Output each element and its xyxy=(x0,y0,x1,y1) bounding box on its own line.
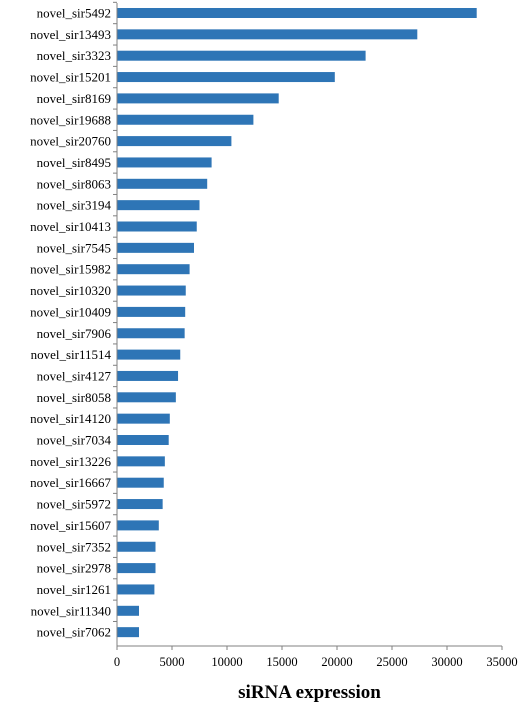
bar xyxy=(117,136,232,147)
category-label: novel_sir13493 xyxy=(30,27,111,42)
category-label: novel_sir7545 xyxy=(37,240,111,255)
bar xyxy=(117,200,200,211)
bar xyxy=(117,306,186,317)
category-label: novel_sir7906 xyxy=(37,326,112,341)
category-label: novel_sir7034 xyxy=(37,433,112,448)
category-label: novel_sir8058 xyxy=(37,390,111,405)
bar xyxy=(117,328,185,339)
bar xyxy=(117,456,165,467)
bar xyxy=(117,8,477,18)
bar xyxy=(117,627,139,638)
category-label: novel_sir15982 xyxy=(30,262,111,277)
category-label: novel_sir11340 xyxy=(31,603,111,618)
category-label: novel_sir15201 xyxy=(30,70,111,85)
category-label: novel_sir1261 xyxy=(37,582,111,597)
category-label: novel_sir8169 xyxy=(37,91,111,106)
category-label: novel_sir11514 xyxy=(31,347,112,362)
category-label: novel_sir3323 xyxy=(37,48,111,63)
category-label: novel_sir19688 xyxy=(30,112,111,127)
bar xyxy=(117,370,179,381)
category-label: novel_sir10413 xyxy=(30,219,111,234)
bar xyxy=(117,584,155,595)
bar xyxy=(117,50,366,61)
category-label: novel_sir8063 xyxy=(37,176,111,191)
bar xyxy=(117,435,169,445)
x-tick-label: 20000 xyxy=(321,655,352,669)
bar xyxy=(117,541,156,552)
bar xyxy=(117,499,163,510)
category-label: novel_sir15607 xyxy=(30,518,111,533)
x-tick-label: 10000 xyxy=(211,655,242,669)
category-label: novel_sir5492 xyxy=(37,6,111,21)
bar xyxy=(117,563,156,574)
x-tick-label: 25000 xyxy=(376,655,407,669)
x-tick-label: 35000 xyxy=(486,655,517,669)
bar xyxy=(117,221,197,232)
bar xyxy=(117,93,279,104)
bar xyxy=(117,520,159,531)
category-label: novel_sir2978 xyxy=(37,561,111,576)
x-tick-label: 5000 xyxy=(160,655,185,669)
bar xyxy=(117,285,186,296)
bar xyxy=(117,242,194,253)
category-label: novel_sir4127 xyxy=(37,368,112,383)
bar xyxy=(117,349,181,360)
category-label: novel_sir8495 xyxy=(37,155,111,170)
bar xyxy=(117,477,164,488)
x-tick-label: 15000 xyxy=(266,655,297,669)
x-tick-group: 0 5000 10000 15000 20000 25000 30000 35000 xyxy=(113,1,518,669)
category-label: novel_sir13226 xyxy=(30,454,111,469)
bars-group xyxy=(117,8,477,638)
category-label: novel_sir7352 xyxy=(37,539,111,554)
bar xyxy=(117,264,190,275)
bar xyxy=(117,413,170,424)
category-label: novel_sir10409 xyxy=(30,304,111,319)
category-label: novel_sir3194 xyxy=(37,198,112,213)
category-label: novel_sir16667 xyxy=(30,475,111,490)
axes-group xyxy=(116,3,502,647)
x-tick-label: 0 xyxy=(114,655,120,669)
x-tick-label: 30000 xyxy=(431,655,462,669)
bar xyxy=(117,157,212,168)
bar xyxy=(117,114,254,125)
category-label: novel_sir14120 xyxy=(30,411,111,426)
category-label: novel_sir5972 xyxy=(37,497,111,512)
category-label: novel_sir10320 xyxy=(30,283,111,298)
x-axis-title: siRNA expression xyxy=(238,682,381,703)
bar xyxy=(117,29,418,40)
category-label: novel_sir7062 xyxy=(37,625,111,640)
bar xyxy=(117,605,139,616)
bar xyxy=(117,72,335,83)
bar xyxy=(117,392,176,403)
category-label: novel_sir20760 xyxy=(30,134,111,149)
bar xyxy=(117,178,208,189)
category-labels-group: novel_sir5492 novel_sir13493 novel_sir3323… xyxy=(30,6,111,640)
